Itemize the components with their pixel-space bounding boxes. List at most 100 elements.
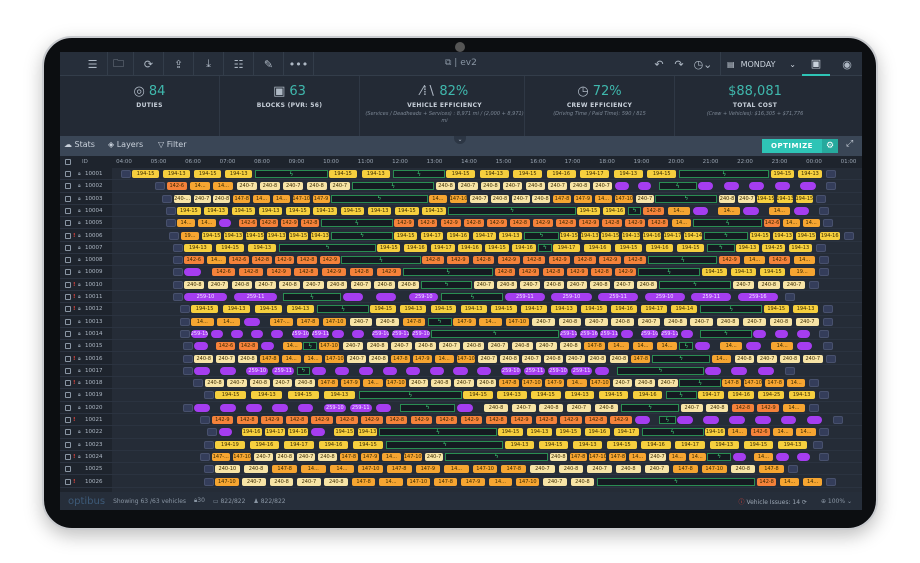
trip-block[interactable]: 14... [608,342,630,351]
trip-block[interactable]: 240-7 [439,342,461,351]
trip-block[interactable]: 194-15 [513,170,543,178]
trip-block[interactable]: 14... [671,219,692,228]
export-icon[interactable]: ⇪ [164,52,194,76]
trip-block[interactable]: 147-8 [584,342,605,351]
trip-block[interactable]: 147-10 [403,452,422,461]
trip-block[interactable]: 194-17 [641,305,668,314]
trip-block[interactable]: 194-15 [577,206,600,215]
trip-block[interactable]: 194-16 [241,428,262,437]
trip-block[interactable]: 14... [720,342,743,351]
charging-block[interactable]: ϟ [420,280,473,289]
trip-block[interactable]: 194-17 [431,243,455,252]
trip-block[interactable]: 194-15 [555,428,581,437]
redo-icon[interactable]: ↷ [674,57,684,71]
row-checkbox[interactable] [65,453,71,460]
trip-block[interactable]: 14... [281,354,301,363]
trip-block[interactable]: 240-7 [566,280,587,289]
trip-block[interactable]: 147-10 [743,379,763,388]
trip-block[interactable] [797,452,811,461]
trip-block[interactable]: 194-15 [430,305,457,314]
trip-block[interactable]: 194-13 [313,206,337,215]
trip-block[interactable]: 240-7 [227,379,247,388]
trip-block[interactable] [194,342,208,351]
trip-block[interactable]: 240-7 [690,317,714,326]
trip-block[interactable]: 240-8 [757,280,780,289]
charging-block[interactable]: ϟ [679,379,721,388]
row-checkbox[interactable] [65,380,71,387]
trip-block[interactable]: 240-8 [415,342,436,351]
trip-block[interactable]: 194-15 [395,206,419,215]
trip-block[interactable]: 240-7 [272,379,293,388]
trip-block[interactable]: 259-10 [323,403,346,412]
trip-block[interactable]: 240-10 [215,465,240,474]
trip-block[interactable]: 240-8 [609,354,629,363]
trip-block[interactable] [342,293,363,301]
trip-block[interactable]: 194-17 [663,231,682,240]
row-checkbox[interactable] [65,171,71,177]
trip-block[interactable]: 194-15 [194,170,222,178]
trip-block[interactable]: 14... [773,428,793,437]
trip-block[interactable]: 14... [768,206,791,215]
row-checkbox[interactable] [65,441,71,448]
trip-block[interactable]: 240-8 [366,342,388,351]
trip-block[interactable]: 194-15 [216,243,244,252]
trip-block[interactable]: 240-7 [216,354,235,363]
trip-block[interactable]: 240-7 [584,317,608,326]
trip-block[interactable]: 194-13 [251,391,283,400]
trip-block[interactable]: 240-7 [802,354,823,363]
trip-block[interactable]: 240-8 [706,403,729,412]
trip-block[interactable]: 142-8 [573,256,596,265]
trip-block[interactable] [620,329,633,338]
trip-block[interactable]: 142-6 [239,219,258,228]
trip-block[interactable]: 147-8 [386,465,412,474]
trip-block[interactable] [260,342,274,351]
trip-block[interactable]: 240-8 [204,379,225,388]
trip-block[interactable]: 147-10 [589,452,607,461]
charging-block[interactable]: ϟ [596,477,756,486]
trip-block[interactable]: 240-8 [570,477,595,486]
trip-block[interactable]: 142-8 [297,256,317,265]
row-checkbox[interactable] [65,306,71,313]
trip-block[interactable] [335,366,350,375]
trip-block[interactable]: 194-13 [422,206,446,215]
trip-block[interactable]: 240-7 [592,182,613,191]
charging-block[interactable]: ϟ [400,403,456,412]
trip-block[interactable] [800,182,816,191]
trip-block[interactable]: 240-8 [376,317,399,326]
trip-block[interactable]: 14... [479,317,503,326]
trip-block[interactable]: 240-8 [275,452,294,461]
trip-block[interactable]: 194-15 [485,243,509,252]
trip-block[interactable]: 194-13 [580,231,599,240]
trip-block[interactable]: 142-8 [259,219,278,228]
trip-block[interactable]: 194-16 [546,170,576,178]
charging-block[interactable]: ϟ [279,243,376,252]
trip-block[interactable] [194,403,210,412]
trip-block[interactable] [375,403,392,412]
trip-block[interactable]: 194-13 [460,305,487,314]
trip-block[interactable]: 240-7 [783,280,805,289]
trip-block[interactable]: 259-11 [504,293,545,301]
trip-block[interactable] [297,403,314,412]
trip-block[interactable]: 147-8 [673,465,698,474]
trip-block[interactable]: 240-8 [769,317,793,326]
trip-block[interactable]: 240-... [173,194,191,203]
trip-block[interactable]: 194-15 [601,231,620,240]
charging-block[interactable]: ϟ [427,317,452,326]
trip-block[interactable]: 194-15 [497,428,523,437]
trip-block[interactable]: 147-... [211,452,230,461]
charging-block[interactable]: ϟ [441,293,504,301]
trip-block[interactable]: 259-16 [737,293,778,301]
trip-block[interactable]: 147-9 [360,452,380,461]
trip-block[interactable] [220,366,236,375]
trip-block[interactable] [271,329,284,338]
trip-block[interactable]: 147-8 [609,452,627,461]
trip-block[interactable]: 194-15 [615,243,642,252]
trip-block[interactable]: 194-13 [622,231,640,240]
trip-block[interactable]: 142-8 [556,219,576,228]
trip-block[interactable]: 240-7 [487,342,509,351]
charging-block[interactable]: ϟ [358,391,463,400]
trip-block[interactable]: 147-9 [453,317,476,326]
trip-block[interactable]: 142-9 [615,268,637,277]
trip-block[interactable]: 142-9 [566,268,588,277]
trip-block[interactable]: 142-6 [216,342,236,351]
